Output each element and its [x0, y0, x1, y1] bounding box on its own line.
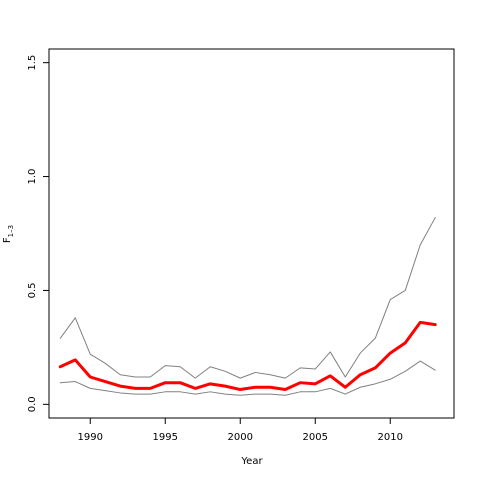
x-axis: 1990 1995 2000 2005 2010: [78, 418, 403, 443]
y-axis-label: F1–3: [2, 225, 15, 243]
series-line-lower-bound: [59, 360, 436, 396]
x-tick-label: 2005: [303, 432, 328, 443]
x-axis-label: Year: [240, 456, 263, 467]
y-axis: 0.0 0.5 1.0 1.5: [27, 55, 49, 412]
series-layer: [58, 217, 437, 396]
y-tick-label: 0.5: [27, 282, 38, 298]
y-tick-label: 1.5: [27, 55, 38, 71]
y-tick-label: 1.0: [27, 169, 38, 185]
y-axis-label-subscript: 1–3: [7, 225, 15, 237]
series-line-estimate: [58, 320, 437, 392]
x-tick-label: 2010: [378, 432, 403, 443]
x-tick-label: 1990: [78, 432, 103, 443]
plot-frame: [48, 48, 455, 419]
x-tick-label: 2000: [228, 432, 253, 443]
y-axis-label-main: F: [2, 237, 13, 243]
series-line-upper-bound: [59, 217, 436, 379]
y-tick-label: 0.0: [27, 396, 38, 412]
x-tick-label: 1995: [153, 432, 178, 443]
